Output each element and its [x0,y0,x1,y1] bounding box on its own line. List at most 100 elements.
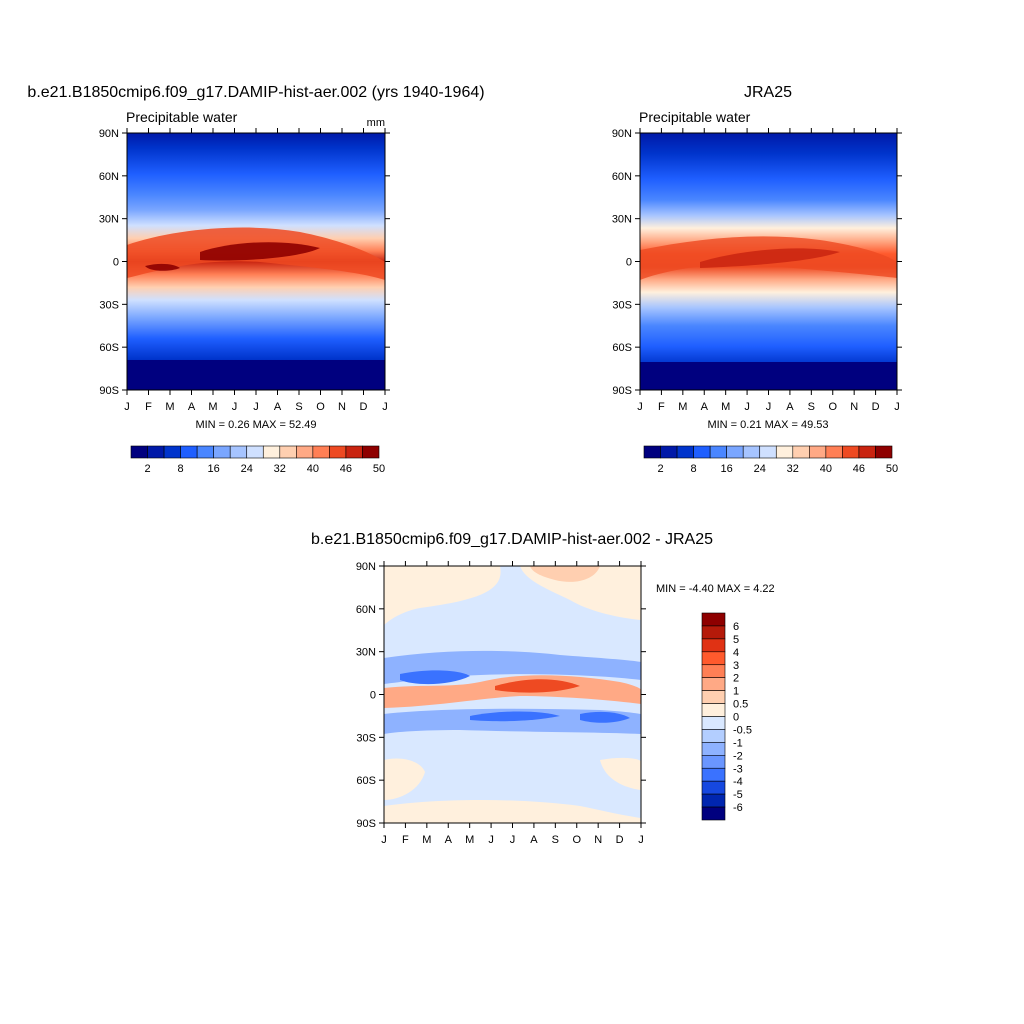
x-tick-label: N [338,401,346,413]
colorbar-swatch [279,445,297,459]
colorbar-swatch [147,445,165,459]
panel-2-polar-south [640,362,897,390]
y-tick-label: 60N [99,171,119,183]
colorbar-swatch [213,445,231,459]
x-tick-label: J [488,834,494,846]
colorbar-swatch [701,729,726,743]
panel-1-model: b.e21.B1850cmip6.f09_g17.DAMIP-hist-aer.… [27,84,484,475]
x-tick-label: J [637,401,643,413]
panel-3-cool-band-south [384,708,641,734]
colorbar-swatch [701,793,726,808]
x-tick-label: A [188,401,196,413]
panel-3-warm-southwest [384,758,425,800]
colorbar-swatch [701,755,726,769]
panel-3-warm-southeast [600,757,641,790]
y-tick-label: 30S [99,299,119,311]
colorbar-swatch [701,703,726,717]
colorbar-swatch [660,445,678,459]
x-tick-label: A [445,834,453,846]
x-tick-label: J [124,401,130,413]
colorbar-label: 46 [340,463,352,475]
x-tick-label: J [638,834,644,846]
colorbar-swatch [701,780,726,795]
colorbar-label: 40 [820,463,832,475]
y-tick-label: 0 [626,257,632,269]
colorbar-swatch [693,445,711,459]
x-tick-label: J [382,401,388,413]
y-tick-label: 60N [356,604,376,616]
colorbar-swatch [701,767,726,782]
colorbar-swatch [701,651,726,666]
colorbar-swatch [345,445,363,459]
colorbar-swatch [875,445,893,459]
x-tick-label: J [894,401,900,413]
colorbar-swatch [792,445,810,459]
colorbar-label: 24 [241,463,253,475]
colorbar-swatch [701,625,726,640]
x-tick-label: M [422,834,431,846]
panel-1-colorbar: 2 8 16 24 32 40 46 50 [130,445,385,475]
panel-3-warm-northwest [384,566,501,625]
panel-1-stats: MIN = 0.26 MAX = 52.49 [195,419,316,431]
colorbar-swatch [701,690,726,704]
y-tick-label: 60S [612,342,632,354]
x-tick-label: D [872,401,880,413]
x-tick-label: M [165,401,174,413]
colorbar-swatch [709,445,727,459]
x-tick-label: M [721,401,730,413]
x-tick-label: M [678,401,687,413]
x-tick-label: F [402,834,409,846]
x-tick-label: S [808,401,815,413]
y-tick-label: 0 [370,690,376,702]
panel-2-subtitle-left: Precipitable water [639,109,751,125]
y-tick-label: 90N [99,128,119,140]
x-tick-label: A [701,401,709,413]
panel-3-cool-core-southeast [580,711,630,723]
panel-2-title: JRA25 [744,84,792,101]
colorbar-swatch [701,806,726,821]
panel-2-stats: MIN = 0.21 MAX = 49.53 [707,419,828,431]
colorbar-swatch [726,445,744,459]
panel-2-jra25: JRA25 Precipitable water 90N 60N 30N 0 30S 60… [612,84,902,475]
panel-3-warm-northeast [520,566,641,620]
colorbar-swatch [825,445,843,459]
x-tick-label: J [510,834,516,846]
colorbar-label: 32 [274,463,286,475]
x-tick-label: N [594,834,602,846]
colorbar-label: -0.5 [733,724,752,736]
colorbar-swatch [742,445,761,459]
x-tick-label: A [530,834,538,846]
colorbar-swatch [701,612,726,627]
x-tick-label: A [274,401,282,413]
panel-2-y-axis: 90N 60N 30N 0 30S 60S 90S [612,128,902,397]
panel-3-title: b.e21.B1850cmip6.f09_g17.DAMIP-hist-aer.… [311,531,713,548]
x-tick-label: J [744,401,750,413]
colorbar-swatch [643,445,661,459]
x-tick-label: D [616,834,624,846]
colorbar-swatch [701,664,726,678]
colorbar-swatch [180,445,198,459]
x-tick-label: S [552,834,559,846]
colorbar-label: 4 [733,647,739,659]
colorbar-label: -6 [733,802,743,814]
panel-3-warm-south-edge [384,800,641,823]
y-tick-label: 30S [356,732,376,744]
colorbar-label: -2 [733,750,743,762]
y-tick-label: 90S [612,385,632,397]
y-tick-label: 30N [99,214,119,226]
panel-2-colorbar: 2 8 16 24 32 40 46 50 [643,445,898,475]
colorbar-swatch [701,716,726,730]
colorbar-swatch [701,742,726,756]
colorbar-swatch [676,445,694,459]
colorbar-swatch [362,445,380,459]
x-tick-label: A [786,401,794,413]
colorbar-swatch [246,445,264,459]
colorbar-swatch [163,445,181,459]
panel-3-difference: b.e21.B1850cmip6.f09_g17.DAMIP-hist-aer.… [311,531,775,846]
x-tick-label: M [465,834,474,846]
x-tick-label: O [316,401,325,413]
colorbar-swatch [759,445,777,459]
